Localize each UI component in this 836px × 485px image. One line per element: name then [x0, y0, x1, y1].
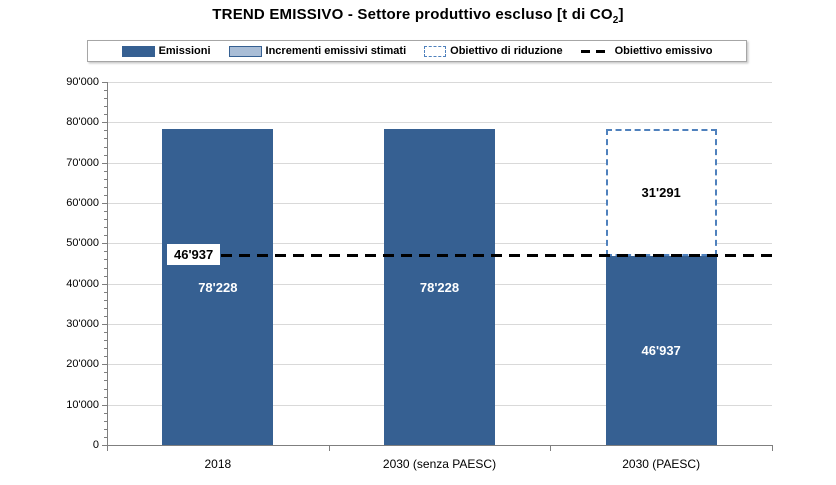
y-minor-tick: [104, 396, 107, 398]
y-major-tick: [102, 122, 107, 124]
y-minor-tick: [104, 259, 107, 261]
y-minor-tick: [104, 356, 107, 358]
x-axis-line: [107, 445, 772, 446]
y-minor-tick: [104, 332, 107, 334]
y-minor-tick: [104, 412, 107, 414]
y-axis-tick-label: 50'000: [66, 237, 99, 250]
bar-value-label: 78'228: [419, 279, 460, 295]
y-major-tick: [102, 324, 107, 325]
x-boundary-tick: [107, 445, 108, 451]
y-axis-tick-label: 90'000: [66, 76, 99, 88]
y-minor-tick: [104, 211, 107, 213]
y-major-tick: [102, 162, 107, 164]
y-minor-tick: [104, 146, 107, 148]
x-boundary-tick: [550, 445, 552, 451]
y-axis-tick-label: 80'000: [66, 116, 99, 129]
legend-item-label: Emissioni: [158, 45, 211, 57]
y-minor-tick: [104, 291, 107, 293]
bar-value-label: 78'228: [198, 279, 238, 295]
legend-item-incrementi: Incrementi emissivi stimati: [228, 45, 407, 57]
y-minor-tick: [104, 307, 107, 309]
y-minor-tick: [104, 340, 107, 342]
chart-title: TREND EMISSIVO - Settore produttivo escl…: [0, 6, 836, 26]
x-category-label: 2030 (PAESC): [622, 457, 701, 471]
y-major-tick: [102, 364, 107, 366]
incrementi-swatch-icon: [228, 45, 262, 57]
y-axis-line: [107, 82, 108, 450]
legend-item-obiettivo-emissivo: Obiettivo emissivo: [580, 45, 713, 57]
y-minor-tick: [104, 275, 107, 277]
y-axis-tick-label: 0: [92, 439, 99, 451]
emission-target-line: [167, 254, 772, 258]
y-minor-tick: [104, 388, 107, 390]
y-major-tick: [102, 283, 107, 285]
legend-item-emissioni: Emissioni: [121, 45, 211, 57]
y-axis-tick-label: 10'000: [66, 398, 99, 411]
legend-item-label: Obiettivo emissivo: [614, 45, 713, 57]
y-axis-tick-label: 60'000: [66, 197, 99, 209]
emissioni-swatch-icon: [121, 45, 155, 57]
y-minor-tick: [104, 227, 107, 229]
chart-title-suffix: ]: [618, 6, 624, 23]
y-axis-tick-label: 30'000: [66, 318, 99, 330]
legend-item-obiettivo-riduzione: Obiettivo di riduzione: [424, 45, 563, 57]
y-minor-tick: [104, 315, 107, 317]
y-minor-tick: [104, 154, 107, 156]
y-minor-tick: [104, 420, 107, 422]
y-minor-tick: [104, 178, 107, 180]
chart-title-subscript: 2: [612, 15, 619, 26]
y-minor-tick: [104, 436, 107, 438]
y-minor-tick: [104, 90, 107, 92]
legend-item-label: Obiettivo di riduzione: [450, 45, 563, 57]
reduction-value-label: 31'291: [641, 185, 681, 201]
reduction-target-box: 31'291: [605, 129, 717, 256]
y-minor-tick: [104, 194, 107, 196]
y-minor-tick: [104, 235, 107, 237]
y-minor-tick: [104, 219, 107, 221]
y-minor-tick: [104, 114, 107, 116]
y-minor-tick: [104, 348, 107, 350]
y-axis-tick-label: 20'000: [66, 358, 99, 371]
y-minor-tick: [104, 170, 107, 172]
x-boundary-tick: [772, 445, 773, 451]
y-major-tick: [102, 203, 107, 204]
emissions-bar: 78'228: [384, 129, 495, 445]
dashed-line-swatch-icon: [580, 49, 611, 53]
y-major-tick: [102, 82, 107, 83]
gridline: [107, 82, 772, 83]
x-category-label: 2030 (senza PAESC): [382, 457, 497, 471]
emission-target-label: 46'937: [167, 243, 221, 265]
y-major-tick: [102, 243, 107, 245]
legend: Emissioni Incrementi emissivi stimati Ob…: [87, 40, 747, 62]
y-minor-tick: [104, 186, 107, 188]
x-category-label: 2018: [204, 457, 232, 471]
y-major-tick: [102, 445, 107, 446]
legend-item-label: Incrementi emissivi stimati: [265, 45, 407, 57]
emissions-bar: 78'228: [162, 129, 274, 445]
y-minor-tick: [104, 138, 107, 140]
y-axis-tick-label: 70'000: [66, 156, 99, 169]
y-minor-tick: [104, 299, 107, 301]
y-minor-tick: [104, 130, 107, 132]
y-minor-tick: [104, 251, 107, 253]
emissions-bar: 46'937: [605, 255, 717, 445]
x-boundary-tick: [328, 445, 330, 451]
y-axis-tick-label: 40'000: [66, 277, 99, 290]
y-major-tick: [102, 404, 107, 406]
y-minor-tick: [104, 106, 107, 108]
y-minor-tick: [104, 267, 107, 269]
y-minor-tick: [104, 98, 107, 100]
dashed-box-swatch-icon: [424, 45, 447, 57]
y-minor-tick: [104, 372, 107, 374]
bar-value-label: 46'937: [641, 342, 681, 358]
y-minor-tick: [104, 428, 107, 430]
chart-title-text: TREND EMISSIVO - Settore produttivo escl…: [212, 6, 613, 23]
gridline: [107, 122, 772, 124]
y-minor-tick: [104, 380, 107, 382]
